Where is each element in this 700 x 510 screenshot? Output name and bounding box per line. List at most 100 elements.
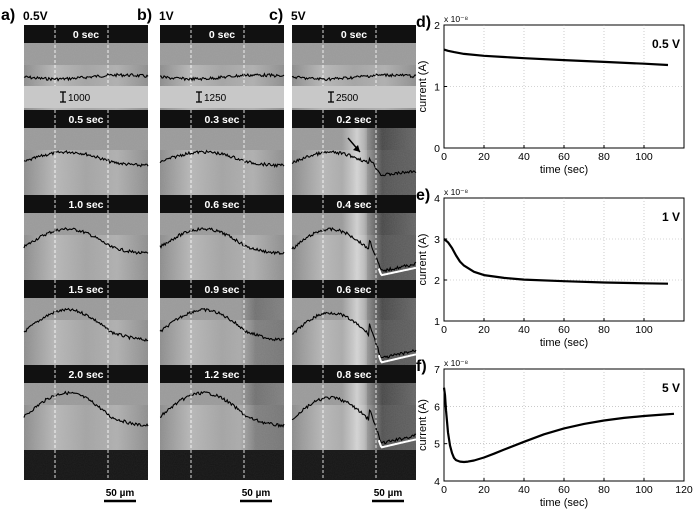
time-frame: 0.4 sec	[291, 195, 417, 280]
intensity-profile	[291, 395, 417, 445]
marker-band	[24, 86, 148, 108]
frame-grain	[292, 213, 416, 280]
panel-letter: e)	[416, 187, 430, 204]
x-tick-label: 20	[478, 324, 490, 336]
time-frame: 2.0 sec	[23, 365, 149, 450]
time-frame: 1.2 sec	[159, 365, 285, 450]
panel-letter: c)	[269, 7, 283, 24]
current-plot-f: 0 20 40 60 80 100 120 4 5 6 7 f) x 10⁻⁸ 5 V time (sec)…	[416, 358, 693, 509]
arrow-head	[353, 145, 360, 152]
intensity-profile	[159, 226, 285, 256]
x-tick-label: 20	[478, 151, 490, 163]
frame-top-band	[292, 110, 416, 128]
x-tick-label: 40	[518, 324, 530, 336]
frame-top-band	[160, 195, 284, 213]
intensity-profile	[291, 226, 417, 273]
voltage-annotation: 5 V	[662, 381, 680, 395]
y-axis-label: current (A)	[417, 234, 429, 286]
frame-time-label: 0.6 sec	[336, 284, 371, 296]
time-frame: 1.0 sec	[23, 195, 149, 280]
frame-top-band	[160, 280, 284, 298]
time-frame: 0.3 sec	[159, 110, 285, 195]
frame-grain	[292, 128, 416, 195]
frame-grain	[160, 128, 284, 195]
panel-letter: d)	[416, 14, 431, 31]
x-tick-label: 60	[558, 324, 570, 336]
time-frame: 0.9 sec	[159, 280, 285, 365]
intensity-profile	[23, 150, 149, 168]
y-tick-label: 2	[434, 20, 440, 32]
time-frame: 0.6 sec	[159, 195, 285, 280]
frame-top-band	[292, 280, 416, 298]
x-tick-label: 100	[635, 151, 653, 163]
frame-top-band	[160, 365, 284, 383]
panel-voltage: 5V	[291, 9, 306, 23]
white-profile	[377, 438, 417, 449]
intensity-marker-label: 1250	[204, 93, 227, 104]
current-series-line	[442, 387, 675, 464]
intensity-profile	[23, 72, 149, 82]
frame-grain	[24, 383, 148, 450]
x-tick-label: 60	[558, 151, 570, 163]
frame-grain	[292, 383, 416, 450]
strip-bottom-grain	[24, 452, 148, 480]
x-tick-label: 80	[598, 151, 610, 163]
axis-exponent: x 10⁻⁸	[444, 358, 469, 368]
x-tick-label: 0	[441, 151, 447, 163]
x-tick-label: 120	[675, 484, 693, 496]
current-series-line	[443, 238, 669, 285]
intensity-profile	[291, 311, 417, 359]
y-tick-label: 4	[434, 193, 440, 205]
marker-band	[160, 86, 284, 108]
x-tick-label: 0	[441, 324, 447, 336]
panel-letter: b)	[137, 7, 152, 24]
frame-time-label: 0.6 sec	[204, 199, 239, 211]
micrograph-panel-a: a) 0.5V 0 sec 0.5 sec 1.0 sec 1.5 sec 2.0 sec 1…	[1, 7, 149, 503]
time-frame: 1.5 sec	[23, 280, 149, 365]
time-frame: 0.5 sec	[23, 110, 149, 195]
voltage-annotation: 1 V	[662, 210, 680, 224]
intensity-profile	[23, 227, 149, 255]
white-profile	[377, 266, 417, 277]
frame-top-band	[24, 365, 148, 383]
panel-letter: f)	[416, 358, 427, 375]
frame-time-label: 1.2 sec	[204, 369, 239, 381]
frame-top-band	[292, 365, 416, 383]
intensity-profile	[159, 390, 285, 429]
frame-time-label: 0.3 sec	[204, 114, 239, 126]
intensity-profile	[160, 72, 285, 82]
time-frame: 0.2 sec	[291, 110, 417, 195]
frame-time-label: 1.5 sec	[68, 284, 103, 296]
intensity-profile	[291, 150, 417, 177]
frame-time-label: 0.8 sec	[336, 369, 371, 381]
frame-grain	[292, 298, 416, 365]
frame-time-label: 0.2 sec	[336, 114, 371, 126]
frame-top-band	[24, 195, 148, 213]
x-tick-label: 20	[478, 484, 490, 496]
voltage-annotation: 0.5 V	[652, 37, 680, 51]
current-series-line	[443, 48, 669, 67]
y-tick-label: 5	[434, 439, 440, 451]
frame-grain	[160, 383, 284, 450]
panel-voltage: 1V	[159, 9, 174, 23]
axis-exponent: x 10⁻⁸	[444, 14, 469, 24]
current-plot-d: 0 20 40 60 80 100 0 1 2d) x 10⁻⁸ 0.5 V time (sec) cu…	[416, 14, 685, 176]
plot-frame	[443, 368, 685, 482]
axis-exponent: x 10⁻⁸	[444, 187, 469, 197]
frame-top-band	[160, 110, 284, 128]
micrograph-panel-b: b) 1V 0 sec 0.3 sec 0.6 sec 0.9 sec 1.2 sec 125…	[137, 7, 285, 503]
frame-time-label: 0.9 sec	[204, 284, 239, 296]
y-tick-label: 3	[434, 234, 440, 246]
x-tick-label: 0	[441, 484, 447, 496]
x-tick-label: 100	[635, 484, 653, 496]
frame-grain	[24, 298, 148, 365]
intensity-marker-label: 2500	[336, 93, 359, 104]
y-tick-label: 6	[434, 401, 440, 413]
frame-top-band	[24, 280, 148, 298]
strip-bottom-grain	[292, 452, 416, 480]
y-tick-label: 2	[434, 275, 440, 287]
current-plot-e: 0 20 40 60 80 100 1 2 3 4 e) x 10⁻⁸ 1 V time (sec) cur…	[416, 187, 685, 349]
frame-top-band	[160, 25, 284, 43]
frame-time-label: 0 sec	[341, 29, 367, 41]
frame-top-band	[292, 25, 416, 43]
